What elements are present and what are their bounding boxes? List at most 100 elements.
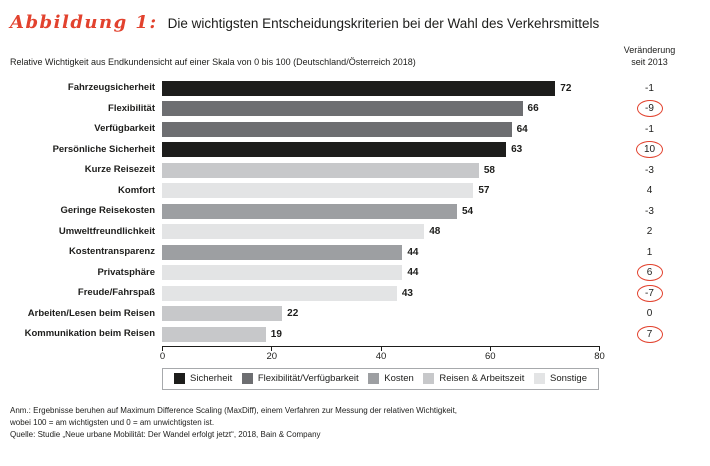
chart-row: Privatsphäre 44 6 [10,263,700,284]
category-label: Kommunikation beim Reisen [24,328,155,340]
category-label: Arbeiten/Lesen beim Reisen [27,307,155,319]
bar [162,121,512,137]
page-title: Die wichtigsten Entscheidungskriterien b… [167,16,600,31]
category-label: Privatsphäre [97,266,155,278]
value-label: 48 [429,226,441,238]
chart-row: Fahrzeugsicherheit 72 -1 [10,78,700,99]
bar [162,306,283,322]
axis-tick: 0 [160,345,165,362]
legend-label: Reisen & Arbeitszeit [439,373,525,384]
category-label: Kurze Reisezeit [84,164,155,176]
axis-tick: 80 [594,345,605,362]
bar-area: 48 [162,224,599,240]
change-cell: -9 [599,100,700,118]
axis-tick: 60 [485,345,496,362]
axis-tick-label: 60 [484,350,496,362]
change-value: 6 [636,264,663,282]
bar-area: 44 [162,244,599,260]
category-label: Persönliche Sicherheit [52,143,155,155]
bar-area: 22 [162,306,599,322]
value-label: 66 [527,103,539,115]
axis-tick-label: 40 [375,350,387,362]
change-cell: 6 [599,264,700,282]
footer-notes: Anm.: Ergebnisse beruhen auf Maximum Dif… [10,405,700,442]
category-label: Geringe Reisekosten [60,205,155,217]
source-line: Quelle: Studie „Neue urbane Mobilität: D… [10,430,321,440]
bar-area: 19 [162,326,599,342]
axis-tick: 20 [266,345,277,362]
chart-row: Flexibilität 66 -9 [10,99,700,120]
change-value: -1 [645,82,654,94]
legend-swatch [368,373,380,384]
chart-row: Freude/Fahrspaß 43 -7 [10,283,700,304]
change-cell: -3 [599,162,700,179]
legend-swatch [174,373,185,384]
change-value: 10 [635,141,664,159]
change-cell: 7 [599,325,700,343]
category-label: Kostentransparenz [68,246,155,258]
change-value: 2 [646,226,653,238]
chart-row: Kurze Reisezeit 58 -3 [10,160,700,181]
legend-label: Kosten [384,373,414,384]
category-label: Flexibilität [108,102,155,114]
value-label: 44 [407,246,419,258]
axis-tick-label: 80 [594,350,605,362]
change-cell: -3 [599,203,700,220]
value-label: 19 [270,328,282,340]
legend-item: Kosten [368,373,414,384]
value-label: 54 [461,205,474,217]
chart-row: Arbeiten/Lesen beim Reisen 22 0 [10,304,700,325]
legend-label: Sicherheit [190,373,233,384]
category-label: Fahrzeugsicherheit [67,82,155,94]
legend-row: Sicherheit Flexibilität/Verfügbarkeit Kost… [10,367,700,390]
chart-subtitle: Relative Wichtigkeit aus Endkundensicht … [10,57,416,67]
change-value: 1 [646,246,653,258]
chart-row: Verfügbarkeit 64 -1 [10,119,700,140]
change-value: -3 [645,205,654,217]
bar [162,80,556,96]
chart-row: Persönliche Sicherheit 63 10 [10,140,700,161]
value-label: 43 [401,287,413,299]
chart-row: Komfort 57 4 [10,181,700,202]
chart-row: Geringe Reisekosten 54 -3 [10,201,700,222]
chart-row: Umweltfreundlichkeit 48 2 [10,222,700,243]
subtitle-row: Relative Wichtigkeit aus Endkundensicht … [10,45,700,69]
change-cell: 0 [599,305,700,322]
legend-item: Sicherheit [174,373,232,384]
category-label: Komfort [118,184,155,196]
change-value: 4 [646,185,653,197]
change-value: 7 [636,325,663,343]
bar-area: 44 [162,265,599,281]
bar-area: 66 [162,101,599,117]
bar [162,326,266,342]
axis-tick-label: 0 [159,350,166,362]
change-cell: 2 [599,223,700,240]
bar-area: 57 [162,183,599,199]
bar [162,265,403,281]
change-value: -1 [645,123,654,135]
legend-item: Flexibilität/Verfügbarkeit [241,373,359,384]
bar-area: 63 [162,142,599,158]
legend-label: Flexibilität/Verfügbarkeit [257,373,359,384]
bar [162,183,474,199]
figure-label: Abbildung 1: [10,12,158,33]
bar-area: 72 [162,80,599,96]
value-label: 72 [560,82,572,94]
bar-area: 58 [162,162,599,178]
value-label: 22 [287,308,299,320]
chart-row: Kommunikation beim Reisen 19 7 [10,324,700,345]
bar [162,224,425,240]
value-label: 63 [511,144,523,156]
legend-item: Reisen & Arbeitszeit [423,373,524,384]
bar-area: 43 [162,285,599,301]
category-label: Freude/Fahrspaß [77,287,155,299]
bar-area: 54 [162,203,599,219]
bar [162,101,523,117]
bar-area: 64 [162,121,599,137]
change-value: -7 [636,284,663,302]
chart-rows: Fahrzeugsicherheit 72 -1 Flexibilität 66… [10,78,700,345]
category-label: Verfügbarkeit [94,123,155,135]
axis-tick: 40 [376,345,386,362]
value-label: 44 [407,267,419,279]
